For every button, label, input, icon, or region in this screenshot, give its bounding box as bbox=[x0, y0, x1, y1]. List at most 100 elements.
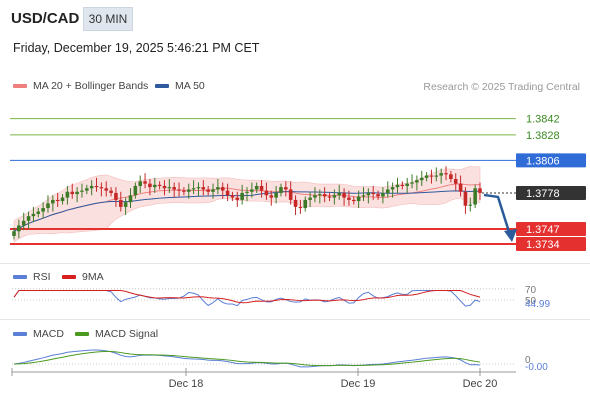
candles bbox=[12, 166, 482, 240]
candle-body bbox=[366, 192, 371, 196]
candle-body bbox=[298, 206, 303, 209]
timeframe-button[interactable]: 30 MIN bbox=[83, 7, 133, 31]
candle-body bbox=[80, 190, 84, 192]
x-tick-label: Dec 18 bbox=[169, 378, 204, 390]
candle-body bbox=[458, 183, 463, 192]
candle-body bbox=[75, 191, 79, 195]
rsi-ma-line bbox=[13, 289, 481, 304]
candle-body bbox=[36, 211, 41, 214]
symbol-title: USD/CAD bbox=[11, 10, 80, 27]
candle-body bbox=[279, 187, 283, 193]
legend-ma50-label: MA 50 bbox=[175, 80, 205, 92]
candle-body bbox=[143, 181, 147, 184]
candle-body bbox=[308, 197, 312, 200]
candle-body bbox=[182, 190, 186, 192]
rsi-line bbox=[13, 289, 481, 307]
candle-body bbox=[327, 196, 332, 198]
candle-body bbox=[148, 183, 152, 188]
candle-body bbox=[259, 185, 264, 191]
x-tick-label: Dec 19 bbox=[341, 378, 376, 390]
candle-body bbox=[385, 189, 390, 193]
legend-rsi-label: RSI bbox=[33, 271, 51, 283]
candle-body bbox=[395, 184, 400, 188]
candle-body bbox=[322, 194, 327, 197]
candle-body bbox=[332, 195, 337, 198]
candle-body bbox=[211, 189, 215, 192]
candle-body bbox=[104, 188, 109, 191]
candle-body bbox=[254, 185, 259, 190]
candle-body bbox=[196, 187, 201, 189]
candle-body bbox=[371, 192, 376, 195]
candle-body bbox=[17, 225, 21, 232]
macd-signal-line bbox=[13, 350, 481, 367]
candle-body bbox=[123, 202, 128, 207]
candle-body bbox=[26, 216, 31, 221]
legend-rsi-ma: 9MA bbox=[62, 271, 104, 283]
candle-body bbox=[138, 181, 143, 186]
candle-body bbox=[347, 197, 351, 200]
macd-value-label: -0.00 bbox=[525, 362, 548, 373]
candle-body bbox=[240, 192, 244, 200]
bollinger-band bbox=[13, 166, 481, 243]
x-tick-label: Dec 20 bbox=[463, 378, 498, 390]
pane-divider-macd bbox=[0, 319, 590, 320]
legend-macd: MACD bbox=[13, 328, 64, 340]
candle-body bbox=[220, 187, 225, 191]
candle-body bbox=[89, 185, 94, 189]
legend-macd-swatch bbox=[13, 332, 27, 336]
candle-body bbox=[288, 189, 293, 200]
candle-body bbox=[361, 195, 366, 197]
legend-rsi-swatch bbox=[13, 275, 27, 279]
candle-body bbox=[424, 175, 429, 178]
candle-body bbox=[99, 187, 104, 189]
candle-body bbox=[463, 191, 468, 206]
rsi-value-label: 44.99 bbox=[525, 299, 550, 310]
candle-body bbox=[410, 182, 414, 184]
candle-body bbox=[439, 173, 443, 176]
candle-body bbox=[478, 188, 482, 193]
candle-body bbox=[60, 197, 65, 202]
legend-rsi: RSI bbox=[13, 271, 51, 283]
level-label-1.3806: 1.3806 bbox=[526, 155, 560, 167]
macd-zero-label: 0 bbox=[525, 355, 531, 366]
candle-body bbox=[284, 187, 288, 190]
candle-body bbox=[415, 180, 419, 183]
candle-body bbox=[356, 196, 361, 202]
level-label-1.3828: 1.3828 bbox=[526, 130, 560, 142]
candle-body bbox=[191, 188, 196, 190]
forecast-arrow bbox=[483, 193, 512, 236]
forecast-arrow-head bbox=[504, 228, 517, 242]
candle-body bbox=[206, 189, 210, 192]
candle-body bbox=[429, 175, 434, 177]
candle-body bbox=[94, 185, 99, 188]
level-label-1.3842: 1.3842 bbox=[526, 114, 560, 126]
level-box-1.3747 bbox=[516, 221, 586, 236]
chart-datetime: Friday, December 19, 2025 5:46:21 PM CET bbox=[13, 41, 260, 55]
candle-body bbox=[381, 192, 385, 197]
candle-body bbox=[444, 173, 448, 175]
level-box-1.3734 bbox=[516, 237, 586, 252]
candle-body bbox=[21, 220, 26, 226]
candle-body bbox=[419, 177, 424, 181]
candle-body bbox=[118, 199, 123, 207]
candle-body bbox=[235, 197, 240, 200]
candle-body bbox=[41, 208, 45, 212]
level-box-1.3778 bbox=[516, 185, 586, 200]
candle-body bbox=[109, 190, 113, 193]
candle-body bbox=[46, 203, 50, 209]
macd-line bbox=[13, 349, 481, 368]
candle-body bbox=[337, 192, 342, 196]
legend-macd-signal: MACD Signal bbox=[75, 328, 158, 340]
legend-macd-signal-label: MACD Signal bbox=[95, 328, 159, 340]
legend-rsi-ma-label: 9MA bbox=[82, 271, 104, 283]
candle-body bbox=[85, 188, 89, 191]
candle-body bbox=[201, 187, 206, 190]
level-label-1.3734: 1.3734 bbox=[526, 239, 560, 251]
candle-body bbox=[55, 199, 60, 202]
candle-body bbox=[434, 175, 439, 177]
pane-divider-rsi bbox=[0, 263, 590, 264]
candle-body bbox=[177, 189, 181, 191]
candle-body bbox=[157, 184, 162, 186]
level-box-1.3806 bbox=[516, 153, 586, 168]
